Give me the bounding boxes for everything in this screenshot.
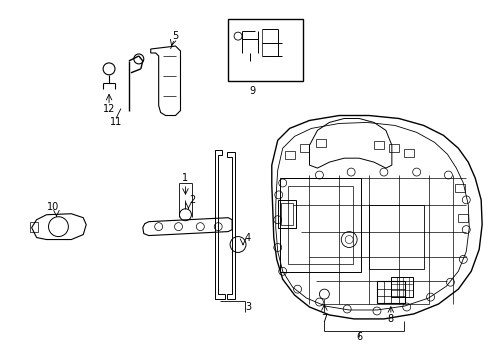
Bar (280, 203, 292, 225)
Bar (277, 200, 295, 228)
Text: 10: 10 (47, 202, 60, 212)
Text: 7: 7 (321, 314, 327, 324)
Text: 2: 2 (189, 195, 195, 205)
Bar (390, 277, 412, 297)
Bar (299, 144, 309, 152)
Bar (457, 214, 468, 222)
Text: 3: 3 (244, 302, 250, 312)
Text: 11: 11 (110, 117, 122, 127)
Text: 5: 5 (172, 31, 178, 41)
Bar (368, 205, 423, 269)
Bar (388, 144, 398, 152)
Bar (316, 139, 325, 147)
Bar (454, 184, 464, 192)
Text: 4: 4 (244, 233, 250, 243)
Text: 8: 8 (387, 314, 393, 324)
Bar (287, 186, 352, 264)
Text: 6: 6 (355, 332, 362, 342)
Text: 1: 1 (182, 173, 188, 183)
Bar (403, 149, 413, 157)
Bar (279, 178, 360, 272)
Bar (228, 19, 302, 81)
Text: 12: 12 (102, 104, 115, 113)
Bar (376, 281, 404, 303)
Bar (373, 141, 383, 149)
Text: 9: 9 (249, 86, 256, 96)
Bar (284, 151, 294, 159)
Bar (30, 222, 38, 231)
